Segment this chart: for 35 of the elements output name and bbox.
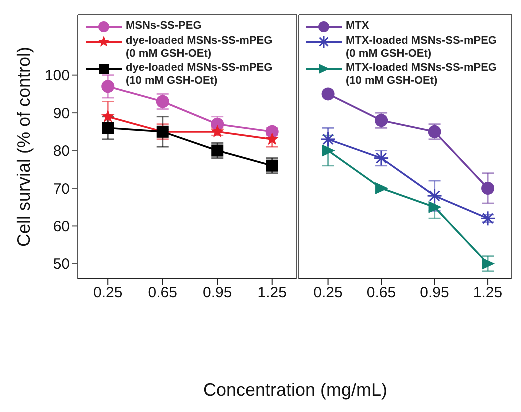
x-axis-title: Concentration (mg/mL)	[202, 380, 389, 401]
y-tick-label: 70	[53, 180, 70, 198]
point	[102, 122, 114, 134]
x-tick-label: 0.95	[203, 284, 232, 302]
x-tick-label: 0.25	[314, 284, 343, 302]
x-tick-label: 1.25	[258, 284, 287, 302]
point	[482, 182, 495, 195]
point	[212, 144, 224, 157]
y-tick-label: 100	[44, 68, 70, 85]
y-axis-title: Cell survial (% of control)	[14, 46, 34, 248]
point	[482, 258, 496, 270]
legend-label: MTX	[346, 20, 370, 33]
y-tick-label: 80	[53, 143, 70, 160]
legend-label: MTX-loaded MSNs-SS-mPEG (10 mM GSH-OEt)	[346, 62, 498, 88]
point	[322, 88, 335, 101]
y-tick-label: 60	[53, 218, 70, 236]
point	[376, 182, 389, 194]
point	[210, 124, 224, 138]
x-tick-label: 0.95	[420, 284, 450, 302]
x-tick-label: 0.65	[366, 284, 396, 302]
legend-label: MSNs-SS-PEG	[126, 20, 203, 33]
point	[266, 160, 278, 172]
x-tick-label: 1.25	[473, 284, 503, 302]
legend-label: dye-loaded MSNs-SS-mPEG (0 mM GSH-OEt)	[126, 35, 274, 61]
point	[428, 201, 442, 214]
point	[101, 110, 115, 122]
point	[322, 144, 336, 157]
y-tick-label: 50	[53, 256, 70, 274]
y-tick-label: 90	[53, 105, 70, 122]
x-tick-label: 0.65	[148, 284, 178, 302]
point	[266, 132, 280, 146]
legend-label: dye-loaded MSNs-SS-mPEG (10 mM GSH-OEt)	[126, 62, 274, 88]
point	[102, 80, 115, 94]
x-tick-label: 0.25	[94, 284, 123, 302]
legend-label: MTX-loaded MSNs-SS-mPEG (0 mM GSH-OEt)	[346, 35, 498, 61]
